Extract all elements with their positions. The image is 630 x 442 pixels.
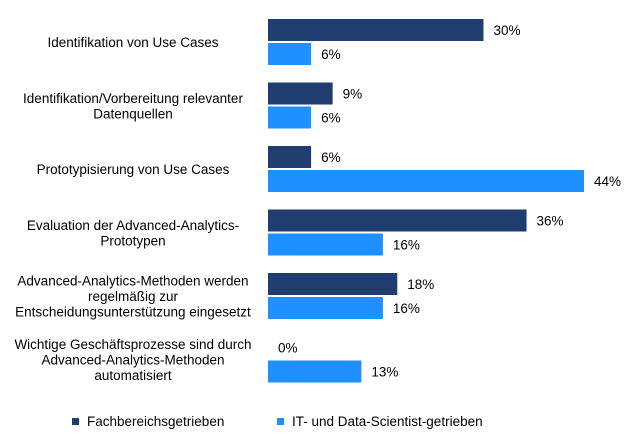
category-labels: Identifikation von Use Cases Identifikati… bbox=[14, 35, 251, 383]
bar-chart: Identifikation von Use Cases Identifikati… bbox=[14, 19, 621, 383]
legend-swatch-series-1 bbox=[72, 418, 79, 425]
legend-label-series-2: IT- und Data-Scientist-getrieben bbox=[292, 414, 483, 429]
legend-label-series-1: Fachbereichsgetrieben bbox=[87, 414, 225, 429]
bar-series-1-category-3 bbox=[268, 146, 312, 168]
legend-item-series-1: Fachbereichsgetrieben bbox=[72, 414, 224, 429]
value-label-series-2-category-3: 44% bbox=[594, 174, 621, 189]
bar-series-1-category-5 bbox=[268, 273, 398, 295]
value-label-series-2-category-4: 16% bbox=[393, 238, 420, 253]
bar-series-1-category-4 bbox=[268, 209, 527, 232]
value-label-series-1-category-3: 6% bbox=[321, 150, 341, 165]
category-label-2: Identifikation/Vorbereitung relevanter Da… bbox=[23, 91, 243, 122]
category-label-5: Advanced-Analytics-Methoden werden regelm… bbox=[15, 274, 251, 320]
value-label-series-2-category-2: 6% bbox=[321, 111, 341, 126]
legend-item-series-2: IT- und Data-Scientist-getrieben bbox=[277, 414, 483, 429]
value-label-series-1-category-4: 36% bbox=[537, 214, 564, 229]
value-label-series-1-category-5: 18% bbox=[407, 277, 434, 292]
category-label-4: Evaluation der Advanced-Analytics-Protot… bbox=[27, 218, 239, 249]
value-label-series-2-category-1: 6% bbox=[321, 47, 341, 62]
bar-series-1-category-2 bbox=[268, 82, 333, 105]
bar-series-2-category-1 bbox=[268, 43, 312, 65]
value-labels: 30%6%9%6%6%44%36%16%18%16%0%13% bbox=[278, 23, 621, 380]
category-label-3: Prototypisierung von Use Cases bbox=[37, 162, 230, 177]
bar-series-1-category-1 bbox=[268, 19, 484, 41]
bars bbox=[268, 19, 584, 383]
category-label-1: Identifikation von Use Cases bbox=[47, 35, 218, 50]
value-label-series-1-category-2: 9% bbox=[343, 87, 363, 102]
bar-series-2-category-3 bbox=[268, 170, 584, 192]
value-label-series-1-category-1: 30% bbox=[493, 23, 520, 38]
value-label-series-2-category-6: 13% bbox=[371, 365, 398, 380]
bar-series-2-category-4 bbox=[268, 233, 383, 256]
legend: Fachbereichsgetrieben IT- und Data-Scien… bbox=[0, 414, 630, 436]
category-label-6: Wichtige Geschäftsprozesse sind durch Adv… bbox=[14, 337, 251, 383]
legend-swatch-series-2 bbox=[277, 418, 284, 425]
bar-series-2-category-5 bbox=[268, 297, 383, 319]
value-label-series-1-category-6: 0% bbox=[278, 341, 298, 356]
value-label-series-2-category-5: 16% bbox=[393, 301, 420, 316]
bar-series-2-category-6 bbox=[268, 360, 362, 383]
bar-series-2-category-2 bbox=[268, 106, 312, 129]
